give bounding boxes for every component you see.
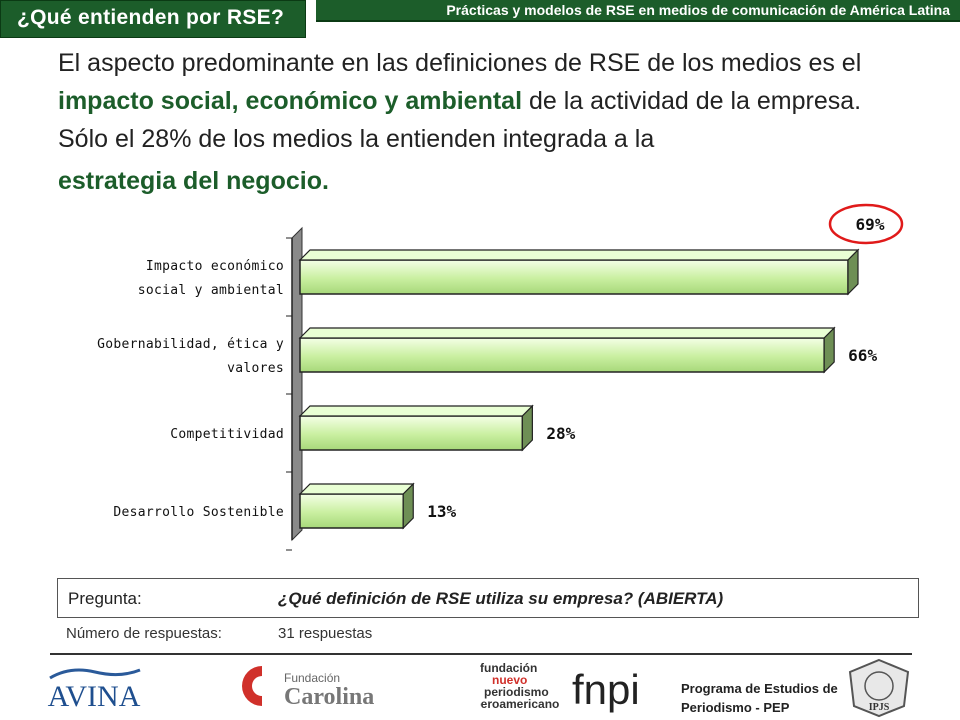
bar-side-1 xyxy=(823,326,835,374)
bar-0 xyxy=(299,259,849,295)
headline: El aspecto predominante en las definicio… xyxy=(58,44,918,200)
svg-text:nuevo: nuevo xyxy=(492,673,527,687)
bar-top-2 xyxy=(298,405,534,417)
highlight-ellipse xyxy=(828,203,904,245)
category-label: social y ambiental xyxy=(138,283,284,298)
svg-text:iberoamericano: iberoamericano xyxy=(480,697,559,711)
pep-program-label: Programa de Estudios de Periodismo - PEP xyxy=(681,679,838,717)
svg-text:IPJS: IPJS xyxy=(869,702,890,713)
svg-text:AVINA: AVINA xyxy=(48,680,141,713)
value-label: 13% xyxy=(427,502,456,521)
fundacion-carolina-logo: Fundación Carolina xyxy=(242,666,374,710)
category-label: Gobernabilidad, ética y xyxy=(97,337,284,352)
category-label: Desarrollo Sostenible xyxy=(113,505,284,520)
question-text: ¿Qué definición de RSE utiliza su empres… xyxy=(278,589,724,608)
bar-3 xyxy=(299,493,404,529)
headline-part1: El aspecto predominante en las definicio… xyxy=(58,49,862,77)
responses-value: 31 respuestas xyxy=(278,625,373,642)
section-tag-label: ¿Qué entienden por RSE? xyxy=(17,6,285,29)
footer-divider xyxy=(50,653,912,655)
question-label: Pregunta: xyxy=(68,589,142,608)
category-label: Impacto económico xyxy=(146,259,284,274)
value-label: 69% xyxy=(856,215,885,234)
value-label: 28% xyxy=(546,424,575,443)
category-label: valores xyxy=(227,361,284,376)
bar-side-2 xyxy=(521,404,533,452)
section-tag: ¿Qué entienden por RSE? xyxy=(0,0,306,38)
value-label: 66% xyxy=(848,346,877,365)
svg-text:Carolina: Carolina xyxy=(284,684,374,710)
bar-top-3 xyxy=(298,483,415,495)
avina-logo: AVINA xyxy=(48,668,141,713)
svg-text:Fundación: Fundación xyxy=(284,671,340,685)
headline-part2: de la actividad de la empresa. Sólo el 2… xyxy=(58,87,862,153)
bar-1 xyxy=(299,337,825,373)
pep-line-2: Periodismo - PEP xyxy=(681,700,790,715)
pep-line-1: Programa de Estudios de xyxy=(681,681,838,696)
bar-side-0 xyxy=(847,248,859,296)
bar-2 xyxy=(299,415,524,451)
svg-text:fundación: fundación xyxy=(480,661,537,675)
question-box: Pregunta: ¿Qué definición de RSE utiliza… xyxy=(57,578,919,618)
fnpi-logo: fundación nuevo periodismo iberoamerican… xyxy=(480,661,640,713)
presentation-subtitle-bar: Prácticas y modelos de RSE en medios de … xyxy=(316,0,960,22)
bar-top-0 xyxy=(298,249,860,261)
svg-text:periodismo: periodismo xyxy=(484,685,549,699)
headline-highlight-strategy: estrategia del negocio. xyxy=(58,167,329,195)
presentation-subtitle: Prácticas y modelos de RSE en medios de … xyxy=(446,2,950,18)
svg-text:fnpi: fnpi xyxy=(572,666,640,713)
bar-top-1 xyxy=(298,327,836,339)
headline-highlight-impact: impacto social, económico y ambiental xyxy=(58,87,523,115)
responses-label: Número de respuestas: xyxy=(66,625,222,642)
university-seal-logo: IPJS xyxy=(848,658,910,718)
category-label: Competitividad xyxy=(170,427,284,442)
bar-side-3 xyxy=(402,482,414,530)
